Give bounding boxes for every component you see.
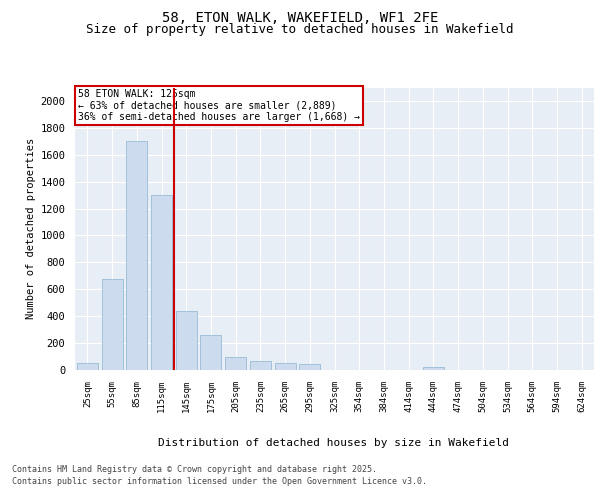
Text: 58, ETON WALK, WAKEFIELD, WF1 2FE: 58, ETON WALK, WAKEFIELD, WF1 2FE [162,10,438,24]
Y-axis label: Number of detached properties: Number of detached properties [26,138,36,320]
Bar [299,364,320,370]
Text: 58 ETON WALK: 125sqm
← 63% of detached houses are smaller (2,889)
36% of semi-de: 58 ETON WALK: 125sqm ← 63% of detached h… [77,89,359,122]
Bar [126,142,147,370]
Bar [101,278,122,370]
Bar [250,360,271,370]
Bar [176,311,197,370]
Text: Contains HM Land Registry data © Crown copyright and database right 2025.: Contains HM Land Registry data © Crown c… [12,466,377,474]
Bar [225,356,246,370]
Text: Distribution of detached houses by size in Wakefield: Distribution of detached houses by size … [158,438,509,448]
Bar [200,335,221,370]
Text: Size of property relative to detached houses in Wakefield: Size of property relative to detached ho… [86,22,514,36]
Bar [151,195,172,370]
Bar [423,366,444,370]
Text: Contains public sector information licensed under the Open Government Licence v3: Contains public sector information licen… [12,476,427,486]
Bar [275,362,296,370]
Bar [77,364,98,370]
